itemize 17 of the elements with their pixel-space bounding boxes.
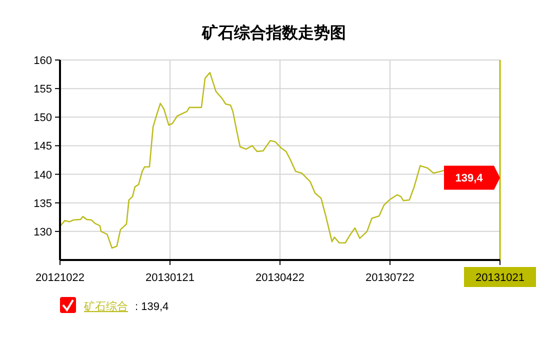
x-tick-label: 20130422: [256, 272, 304, 284]
text: : 139,4: [135, 301, 169, 313]
annotation: 139,4: [455, 172, 484, 185]
y-tick-label: 130: [34, 226, 52, 238]
y-tick-label: 135: [34, 198, 52, 210]
text: 矿石综合: [83, 300, 128, 313]
y-tick-label: 160: [34, 55, 52, 67]
line-series: [59, 72, 446, 249]
x-tick-label: 20131021: [476, 272, 524, 284]
y-tick-label: 140: [34, 169, 52, 182]
x-tick-label: 20121022: [36, 272, 84, 284]
y-tick-label: 155: [34, 84, 52, 96]
y-tick-label: 145: [34, 140, 52, 153]
x-tick-label: 20130722: [366, 272, 414, 284]
chart-title: 矿石综合指数走势图: [201, 24, 346, 42]
y-tick-label: 150: [34, 112, 52, 124]
x-tick-label: 20130121: [146, 272, 194, 284]
